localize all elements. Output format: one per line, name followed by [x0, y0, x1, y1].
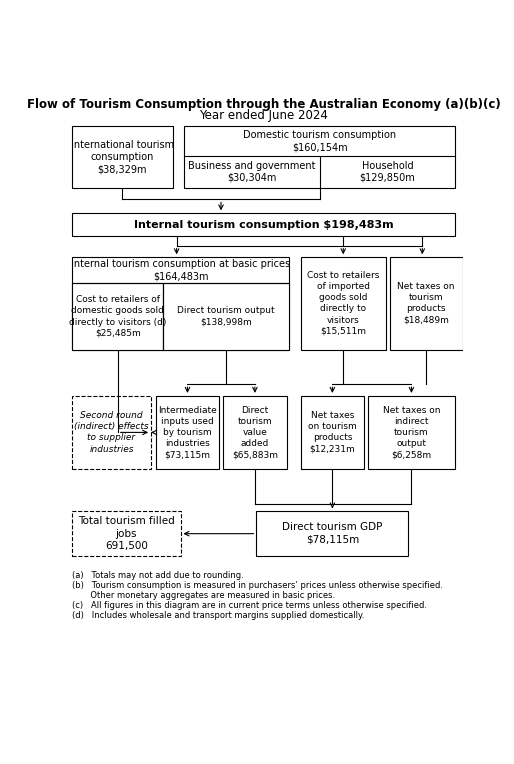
Text: Direct tourism output
$138,998m: Direct tourism output $138,998m	[177, 306, 275, 326]
Bar	[72, 126, 173, 188]
Bar	[72, 257, 289, 350]
Bar	[72, 283, 163, 350]
Text: Net taxes
on tourism
products
$12,231m: Net taxes on tourism products $12,231m	[308, 411, 357, 454]
Bar	[185, 126, 455, 188]
Bar	[223, 396, 287, 469]
Text: Direct tourism GDP
$78,115m: Direct tourism GDP $78,115m	[282, 523, 382, 545]
Text: Cost to retailers
of imported
goods sold
directly to
visitors
$15,511m: Cost to retailers of imported goods sold…	[307, 271, 379, 335]
Bar	[301, 257, 386, 350]
Text: Net taxes on
tourism
products
$18,489m: Net taxes on tourism products $18,489m	[397, 282, 455, 325]
Bar	[390, 257, 463, 350]
Bar	[72, 213, 455, 236]
Text: Business and government
$30,304m: Business and government $30,304m	[189, 160, 316, 183]
Bar	[256, 511, 408, 556]
Text: (a)   Totals may not add due to rounding.: (a) Totals may not add due to rounding.	[72, 571, 244, 580]
Text: Intermediate
inputs used
by tourism
industries
$73,115m: Intermediate inputs used by tourism indu…	[158, 406, 217, 459]
Text: Year ended June 2024: Year ended June 2024	[199, 108, 328, 121]
Text: Direct
tourism
value
added
$65,883m: Direct tourism value added $65,883m	[232, 406, 278, 459]
Text: Cost to retailers of
domestic goods sold
directly to visitors (d)
$25,485m: Cost to retailers of domestic goods sold…	[69, 296, 167, 338]
Bar	[301, 396, 364, 469]
Text: Household
$129,850m: Household $129,850m	[360, 160, 415, 183]
Text: Second round
(indirect) effects
to supplier
industries: Second round (indirect) effects to suppl…	[74, 411, 149, 454]
Bar	[368, 396, 455, 469]
Bar	[72, 511, 180, 556]
Text: Internal tourism consumption at basic prices
$164,483m: Internal tourism consumption at basic pr…	[71, 259, 290, 281]
Text: International tourism
consumption
$38,329m: International tourism consumption $38,32…	[71, 140, 174, 174]
Text: Domestic tourism consumption
$160,154m: Domestic tourism consumption $160,154m	[243, 130, 396, 152]
Text: (d)   Includes wholesale and transport margins supplied domestically.: (d) Includes wholesale and transport mar…	[72, 610, 364, 620]
Text: Other monetary aggregates are measured in basic prices.: Other monetary aggregates are measured i…	[72, 591, 335, 600]
Text: Net taxes on
indirect
tourism
output
$6,258m: Net taxes on indirect tourism output $6,…	[383, 406, 440, 459]
Text: (c)   All figures in this diagram are in current price terms unless otherwise sp: (c) All figures in this diagram are in c…	[72, 601, 427, 610]
Text: Flow of Tourism Consumption through the Australian Economy (a)(b)(c): Flow of Tourism Consumption through the …	[27, 98, 500, 111]
Bar	[163, 283, 289, 350]
Text: Total tourism filled
jobs
691,500: Total tourism filled jobs 691,500	[78, 516, 175, 551]
Bar	[156, 396, 219, 469]
Text: (b)   Tourism consumption is measured in purchasers’ prices unless otherwise spe: (b) Tourism consumption is measured in p…	[72, 581, 443, 590]
Bar	[72, 396, 151, 469]
Text: Internal tourism consumption $198,483m: Internal tourism consumption $198,483m	[134, 220, 393, 230]
